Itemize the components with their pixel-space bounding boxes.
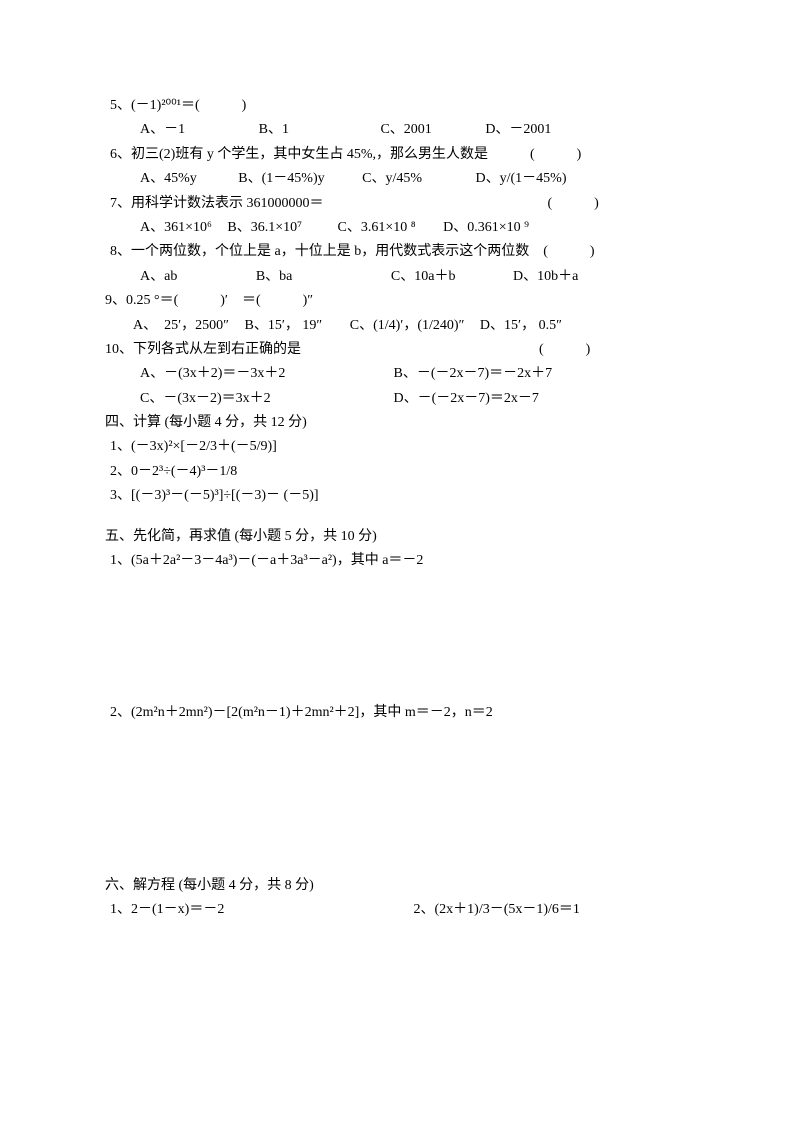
q9-options: A、 25′，2500″ B、15′， 19″ C、(1/4)′，(1/240)… [105, 315, 688, 337]
q8-text: 一个两位数，个位上是 a，十位上是 b，用代数式表示这个两位数 ( ) [131, 244, 595, 259]
q8-opt-a: A、ab [140, 269, 177, 284]
sec4-p3: 3、[(－3)³－(－5)³]÷[(－3)－ (－5)] [105, 485, 688, 507]
sec4-p1: 1、(－3x)²×[－2/3＋(－5/9)] [105, 436, 688, 458]
q8-opt-c: C、10a＋b [391, 269, 456, 284]
q6-opt-a: A、45%y [140, 171, 197, 186]
q8-opt-b: B、ba [256, 269, 293, 284]
q6-opt-c: C、y/45% [362, 171, 422, 186]
q9-opt-b: B、15′， 19″ [245, 318, 323, 333]
q6-options: A、45%y B、(1－45%)y C、y/45% D、y/(1－45%) [105, 168, 688, 190]
q8-num: 8、 [110, 244, 131, 259]
q8-stem: 8、一个两位数，个位上是 a，十位上是 b，用代数式表示这个两位数 ( ) [105, 241, 688, 263]
q5-opt-d: D、－2001 [485, 122, 551, 137]
q7-options: A、361×10⁶ B、36.1×10⁷ C、3.61×10 ⁸ D、0.361… [105, 217, 688, 239]
q7-stem: 7、用科学计数法表示 361000000＝ ( ) [105, 193, 688, 215]
q9-num: 9、 [105, 293, 126, 308]
q10-opt-a: A、－(3x＋2)＝－3x＋2 [140, 363, 390, 385]
sec6-p1: 1、2－(1－x)＝－2 [110, 899, 410, 921]
q9-opt-a: A、 25′，2500″ [133, 318, 229, 333]
q5-text: (－1)²⁰⁰¹＝( ) [131, 98, 246, 113]
q10-num: 10、 [105, 342, 133, 357]
q6-num: 6、 [110, 147, 131, 162]
sec6-problems: 1、2－(1－x)＝－2 2、(2x＋1)/3－(5x－1)/6＝1 [105, 899, 688, 921]
q10-opt-d: D、－(－2x－7)＝2x－7 [394, 391, 539, 406]
q5-num: 5、 [110, 98, 131, 113]
q7-opt-d: D、0.361×10 ⁹ [443, 220, 529, 235]
q10-stem: 10、下列各式从左到右正确的是 ( ) [105, 339, 688, 361]
sec6-title: 六、解方程 (每小题 4 分，共 8 分) [105, 875, 688, 897]
q10-options-row2: C、－(3x－2)＝3x＋2 D、－(－2x－7)＝2x－7 [105, 388, 688, 410]
q10-options-row1: A、－(3x＋2)＝－3x＋2 B、－(－2x－7)＝－2x＋7 [105, 363, 688, 385]
sec6-p2: 2、(2x＋1)/3－(5x－1)/6＝1 [414, 902, 580, 917]
sec4-title: 四、计算 (每小题 4 分，共 12 分) [105, 412, 688, 434]
sec5-p2: 2、(2m²n＋2mn²)－[2(m²n－1)＋2mn²＋2]，其中 m＝－2，… [105, 702, 688, 724]
q5-opt-b: B、1 [259, 122, 289, 137]
q5-opt-c: C、2001 [380, 122, 431, 137]
q7-text: 用科学计数法表示 361000000＝ ( ) [131, 196, 599, 211]
q7-opt-a: A、361×10⁶ [140, 220, 212, 235]
q10-text: 下列各式从左到右正确的是 ( ) [133, 342, 590, 357]
q5-options: A、－1 B、1 C、2001 D、－2001 [105, 119, 688, 141]
q6-opt-d: D、y/(1－45%) [476, 171, 567, 186]
q7-opt-c: C、3.61×10 ⁸ [338, 220, 416, 235]
q6-stem: 6、初三(2)班有 y 个学生，其中女生占 45%,，那么男生人数是 ( ) [105, 144, 688, 166]
q7-num: 7、 [110, 196, 131, 211]
q10-opt-c: C、－(3x－2)＝3x＋2 [140, 388, 390, 410]
sec5-title: 五、先化简，再求值 (每小题 5 分，共 10 分) [105, 526, 688, 548]
q9-text: 0.25 °＝( )′ ＝( )″ [126, 293, 313, 308]
q8-options: A、ab B、ba C、10a＋b D、10b＋a [105, 266, 688, 288]
q5-opt-a: A、－1 [140, 122, 185, 137]
q8-opt-d: D、10b＋a [513, 269, 578, 284]
q10-opt-b: B、－(－2x－7)＝－2x＋7 [394, 366, 553, 381]
q7-opt-b: B、36.1×10⁷ [227, 220, 302, 235]
exam-page: 5、(－1)²⁰⁰¹＝( ) A、－1 B、1 C、2001 D、－2001 6… [0, 0, 793, 1122]
q5-stem: 5、(－1)²⁰⁰¹＝( ) [105, 95, 688, 117]
sec5-p1: 1、(5a＋2a²－3－4a³)－(－a＋3a³－a²)，其中 a＝－2 [105, 550, 688, 572]
q6-opt-b: B、(1－45%)y [238, 171, 324, 186]
q9-opt-d: D、15′， 0.5″ [480, 318, 562, 333]
q6-text: 初三(2)班有 y 个学生，其中女生占 45%,，那么男生人数是 ( ) [131, 147, 581, 162]
q9-opt-c: C、(1/4)′，(1/240)″ [350, 318, 465, 333]
sec4-p2: 2、0－2³÷(－4)³－1/8 [105, 461, 688, 483]
q9-stem: 9、0.25 °＝( )′ ＝( )″ [105, 290, 688, 312]
